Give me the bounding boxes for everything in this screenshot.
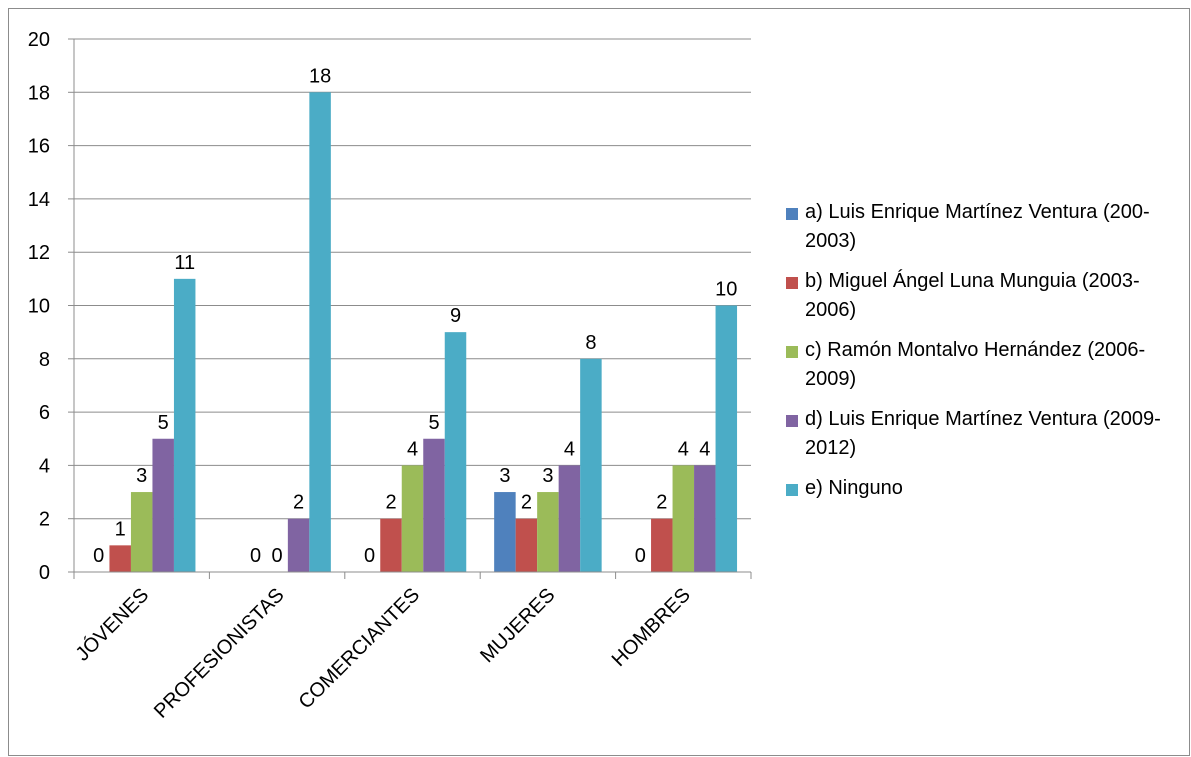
bar: [423, 438, 445, 572]
legend-item: b) Miguel Ángel Luna Munguia (2003-2006): [786, 267, 1186, 325]
y-tick-label: 10: [28, 296, 50, 318]
data-label: 10: [715, 279, 737, 301]
legend-label: b) Miguel Ángel Luna Munguia (2003-2006): [805, 270, 1140, 321]
data-label: 0: [635, 545, 646, 567]
bar: [401, 465, 424, 572]
legend-item: c) Ramón Montalvo Hernández (2006-2009): [786, 336, 1186, 394]
data-label: 5: [428, 412, 439, 434]
bar: [130, 492, 153, 572]
data-label: 11: [174, 252, 195, 274]
x-tick-label: COMERCIANTES: [295, 584, 424, 713]
data-label: 18: [309, 65, 331, 87]
bar: [380, 518, 402, 572]
y-tick-label: 0: [39, 562, 50, 584]
legend-label: c) Ramón Montalvo Hernández (2006-2009): [805, 339, 1146, 390]
y-tick-label: 8: [39, 349, 50, 371]
legend-label: e) Ninguno: [805, 477, 903, 499]
bar: [580, 358, 602, 572]
bar: [152, 438, 174, 572]
x-tick-label: MUJERES: [476, 584, 559, 667]
legend-item: a) Luis Enrique Martínez Ventura (200-20…: [786, 198, 1186, 256]
data-label: 5: [158, 412, 169, 434]
bar: [444, 332, 467, 572]
bar: [672, 465, 695, 572]
bar: [494, 492, 516, 572]
y-tick-labels: 0 2 4 6 8 10 12 14 16 18 20: [28, 29, 50, 584]
bars: [109, 92, 738, 573]
legend-swatch: [786, 208, 798, 220]
x-tick-label: PROFESIONISTAS: [150, 584, 289, 723]
data-label: 2: [385, 492, 396, 514]
data-label: 0: [272, 545, 283, 567]
y-tick-label: 2: [39, 509, 50, 531]
legend-swatch: [786, 415, 798, 427]
bar: [694, 465, 716, 572]
legend-item: d) Luis Enrique Martínez Ventura (2009-2…: [786, 405, 1186, 463]
legend-swatch: [786, 277, 798, 289]
data-label: 0: [250, 545, 261, 567]
bar: [537, 492, 559, 572]
data-label: 2: [656, 492, 667, 514]
y-tick-label: 20: [28, 29, 50, 51]
y-tick-label: 6: [39, 402, 50, 424]
data-label: 2: [293, 492, 304, 514]
axes: [68, 38, 752, 579]
data-label: 4: [678, 438, 689, 460]
data-label: 3: [136, 465, 147, 487]
data-label: 9: [450, 305, 461, 327]
y-tick-label: 12: [28, 242, 50, 264]
legend-label: d) Luis Enrique Martínez Ventura (2009-2…: [805, 408, 1161, 459]
data-label: 8: [585, 332, 596, 354]
data-label: 3: [542, 465, 553, 487]
legend-label: a) Luis Enrique Martínez Ventura (200-20…: [805, 201, 1150, 252]
data-label: 1: [115, 518, 126, 540]
data-label: 3: [499, 465, 510, 487]
data-label: 4: [699, 438, 710, 460]
data-label: 2: [521, 492, 532, 514]
bar: [287, 518, 310, 572]
legend: a) Luis Enrique Martínez Ventura (200-20…: [786, 198, 1186, 514]
x-tick-label: HOMBRES: [608, 584, 695, 671]
legend-item: e) Ninguno: [786, 474, 1186, 503]
y-tick-label: 16: [28, 136, 50, 158]
y-tick-label: 14: [28, 189, 50, 211]
y-tick-label: 4: [39, 455, 50, 477]
bar: [651, 518, 673, 572]
y-tick-label: 18: [28, 82, 50, 104]
bar: [109, 545, 131, 572]
bar: [309, 92, 331, 573]
legend-swatch: [786, 484, 798, 496]
bar: [715, 305, 738, 572]
x-tick-label: JÓVENES: [71, 583, 153, 665]
data-label: 4: [407, 438, 418, 460]
data-label: 4: [564, 438, 575, 460]
legend-swatch: [786, 346, 798, 358]
bar: [515, 518, 538, 572]
bar: [558, 465, 581, 572]
bar: [173, 278, 196, 572]
data-label: 0: [364, 545, 375, 567]
data-label: 0: [93, 545, 104, 567]
